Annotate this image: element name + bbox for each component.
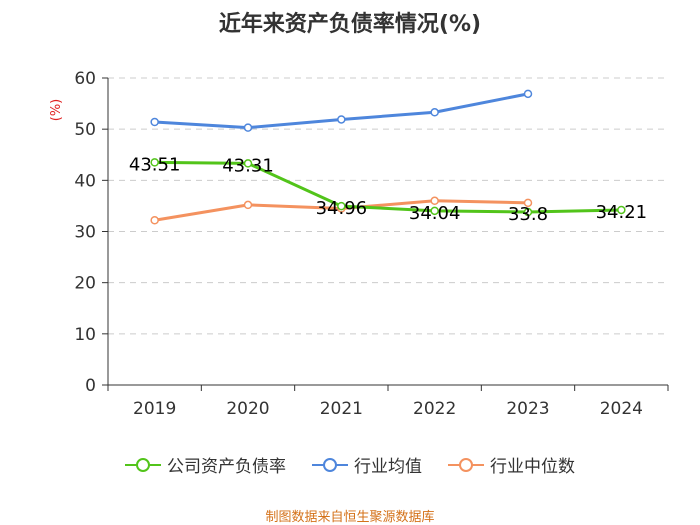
legend-item-industry-mean[interactable]: 行业均值 (312, 452, 422, 477)
chart-title: 近年来资产负债率情况(%) (218, 12, 482, 37)
data-point (150, 117, 159, 127)
legend-label: 行业中位数 (490, 457, 575, 477)
data-point (617, 205, 626, 215)
data-point (430, 108, 439, 117)
data-point (523, 207, 533, 217)
y-axis-label: (%) (49, 99, 64, 122)
legend-item-industry-median[interactable]: 行业中位数 (448, 452, 575, 477)
x-tick-label: 2022 (413, 399, 456, 419)
data-point (243, 123, 253, 132)
data-point (243, 200, 253, 210)
y-tick-label: 40 (74, 171, 96, 191)
x-tick-label: 2020 (226, 399, 269, 419)
x-tick-label: 2024 (600, 399, 643, 419)
data-point (523, 89, 533, 99)
data-label: 34.96 (316, 198, 368, 219)
data-point (430, 206, 439, 216)
data-point (337, 115, 346, 124)
legend-line-icon (312, 457, 348, 472)
data-label: 33.8 (508, 204, 548, 225)
y-tick-label: 50 (74, 120, 96, 140)
x-tick-label: 2021 (320, 399, 363, 419)
x-tick-label: 2023 (506, 399, 549, 419)
x-tick-label: 2019 (133, 399, 176, 419)
data-point (523, 198, 533, 208)
data-label: 43.51 (129, 154, 181, 175)
legend-line-icon (448, 457, 484, 472)
y-tick-label: 60 (74, 69, 96, 89)
y-tick-label: 20 (74, 274, 96, 294)
data-label: 34.21 (596, 202, 648, 223)
legend: 公司资产负债率 行业均值 行业中位数 (0, 452, 700, 477)
y-tick-label: 10 (74, 325, 96, 345)
data-point (430, 196, 439, 206)
series-line (154, 160, 622, 214)
data-label: 34.04 (409, 203, 461, 224)
source-note: 制图数据来自恒生聚源数据库 (265, 510, 435, 525)
data-point (337, 201, 346, 211)
y-tick-label: 30 (74, 223, 96, 243)
legend-item-company[interactable]: 公司资产负债率 (125, 452, 286, 477)
data-label: 43.31 (222, 155, 274, 176)
data-point (243, 159, 253, 168)
legend-label: 行业均值 (354, 457, 422, 477)
legend-label: 公司资产负债率 (167, 457, 286, 477)
data-point (150, 215, 159, 225)
y-tick-label: 0 (85, 376, 96, 396)
legend-line-icon (125, 457, 161, 472)
data-point (150, 158, 159, 167)
